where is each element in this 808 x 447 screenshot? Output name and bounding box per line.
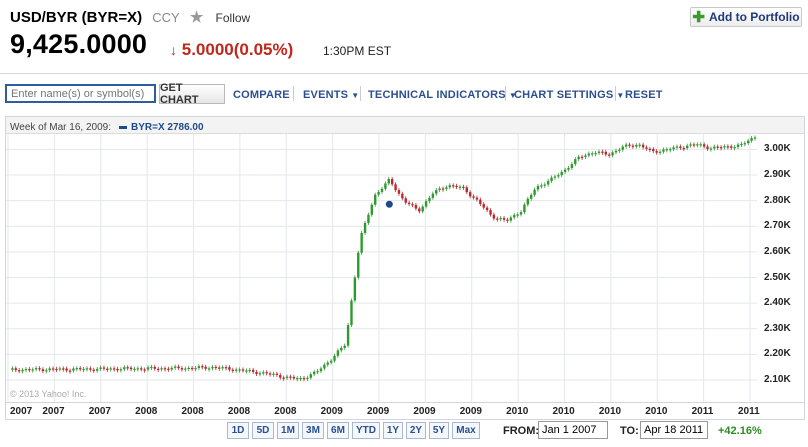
last-price: 9,425.0000 — [10, 29, 148, 59]
caret-down-icon: ▼ — [508, 91, 517, 100]
events-label: EVENTS — [303, 89, 349, 101]
chart-frame — [5, 116, 805, 420]
chart-settings-menu[interactable]: CHART SETTINGS ▼ — [514, 89, 624, 101]
technical-indicators-label: TECHNICAL INDICATORS — [368, 89, 506, 101]
x-tick-label: 2009 — [459, 406, 482, 417]
range-button-5d[interactable]: 5D — [252, 422, 274, 439]
to-date-input[interactable]: Apr 18 2011 — [640, 421, 708, 439]
down-arrow-icon: ↓ — [170, 42, 177, 58]
range-percent-change: +42.16% — [718, 425, 762, 437]
x-tick-label: 2007 — [10, 406, 33, 417]
symbol-search-input[interactable] — [5, 84, 156, 103]
price-change: ↓ 5.0000(0.05%) — [170, 40, 293, 60]
asset-type: CCY — [152, 10, 180, 25]
x-tick-label: 2010 — [598, 406, 622, 417]
divider — [615, 86, 616, 101]
divider — [293, 86, 294, 101]
x-tick-label: 2009 — [413, 406, 436, 417]
range-button-1m[interactable]: 1M — [277, 422, 299, 439]
y-tick-label: 2.80K — [764, 194, 791, 206]
quote-time: 1:30PM EST — [323, 44, 392, 58]
caret-down-icon: ▼ — [616, 91, 625, 100]
x-tick-label: 2008 — [135, 406, 158, 417]
plus-icon: ✚ — [692, 8, 705, 26]
events-menu[interactable]: EVENTS ▼ — [303, 89, 359, 101]
range-button-1y[interactable]: 1Y — [383, 422, 403, 439]
week-label: Week of Mar 16, 2009: — [10, 122, 111, 133]
x-tick-label: 2010 — [645, 406, 668, 417]
add-to-portfolio-button[interactable]: ✚ Add to Portfolio — [690, 7, 802, 27]
x-tick-label: 2011 — [691, 406, 714, 417]
chart-header-bar — [6, 117, 804, 133]
range-button-6m[interactable]: 6M — [327, 422, 349, 439]
range-button-ytd[interactable]: YTD — [352, 422, 380, 439]
star-icon[interactable]: ★ — [189, 9, 204, 26]
x-tick-label: 2007 — [42, 406, 65, 417]
range-button-max[interactable]: Max — [452, 422, 480, 439]
from-label: FROM: — [503, 425, 540, 437]
chart-hover-info: Week of Mar 16, 2009: BYR=X 2786.00 — [10, 122, 204, 133]
legend-swatch — [118, 125, 127, 129]
from-date-input[interactable]: Jan 1 2007 — [538, 421, 608, 439]
reset-button[interactable]: RESET — [625, 89, 663, 101]
y-tick-label: 2.10K — [764, 374, 791, 386]
x-tick-label: 2009 — [367, 406, 390, 417]
y-tick-label: 2.30K — [764, 322, 791, 334]
copyright: © 2013 Yahoo! Inc. — [10, 389, 87, 399]
divider — [505, 86, 506, 101]
divider — [360, 86, 361, 101]
technical-indicators-menu[interactable]: TECHNICAL INDICATORS ▼ — [368, 89, 517, 101]
hover-marker — [385, 200, 393, 208]
quote-title: USD/BYR (BYR=X) CCY ★ Follow — [10, 8, 250, 26]
caret-down-icon: ▼ — [351, 91, 360, 100]
quote-symbol: USD/BYR (BYR=X) — [10, 9, 143, 26]
y-tick-label: 2.60K — [764, 245, 791, 257]
x-tick-label: 2008 — [274, 406, 297, 417]
range-button-5y[interactable]: 5Y — [429, 422, 449, 439]
y-tick-label: 2.40K — [764, 297, 791, 309]
y-tick-label: 2.20K — [764, 348, 791, 360]
x-tick-label: 2008 — [181, 406, 204, 417]
follow-link[interactable]: Follow — [215, 11, 251, 25]
x-tick-label: 2008 — [227, 406, 251, 417]
range-button-3m[interactable]: 3M — [302, 422, 324, 439]
chart-settings-label: CHART SETTINGS — [514, 89, 614, 101]
x-tick-label: 2009 — [320, 406, 343, 417]
x-tick-label: 2011 — [738, 406, 760, 417]
price-change-value: 5.0000(0.05%) — [181, 40, 294, 59]
price-chart[interactable] — [5, 116, 805, 420]
divider — [0, 73, 808, 74]
x-tick-label: 2010 — [552, 406, 575, 417]
compare-menu[interactable]: COMPARE — [233, 89, 290, 101]
to-label: TO: — [620, 425, 639, 437]
y-tick-label: 2.50K — [764, 271, 791, 283]
hover-value: BYR=X 2786.00 — [130, 122, 204, 133]
y-tick-label: 2.90K — [764, 169, 791, 180]
get-chart-button[interactable]: GET CHART — [159, 82, 225, 106]
range-button-1d[interactable]: 1D — [227, 422, 249, 439]
add-to-portfolio-label: Add to Portfolio — [708, 10, 800, 24]
y-tick-label: 2.70K — [764, 220, 791, 232]
x-tick-label: 2007 — [88, 406, 111, 417]
x-tick-label: 2010 — [506, 406, 529, 417]
range-button-2y[interactable]: 2Y — [406, 422, 426, 439]
y-tick-label: 3.00K — [764, 143, 791, 155]
